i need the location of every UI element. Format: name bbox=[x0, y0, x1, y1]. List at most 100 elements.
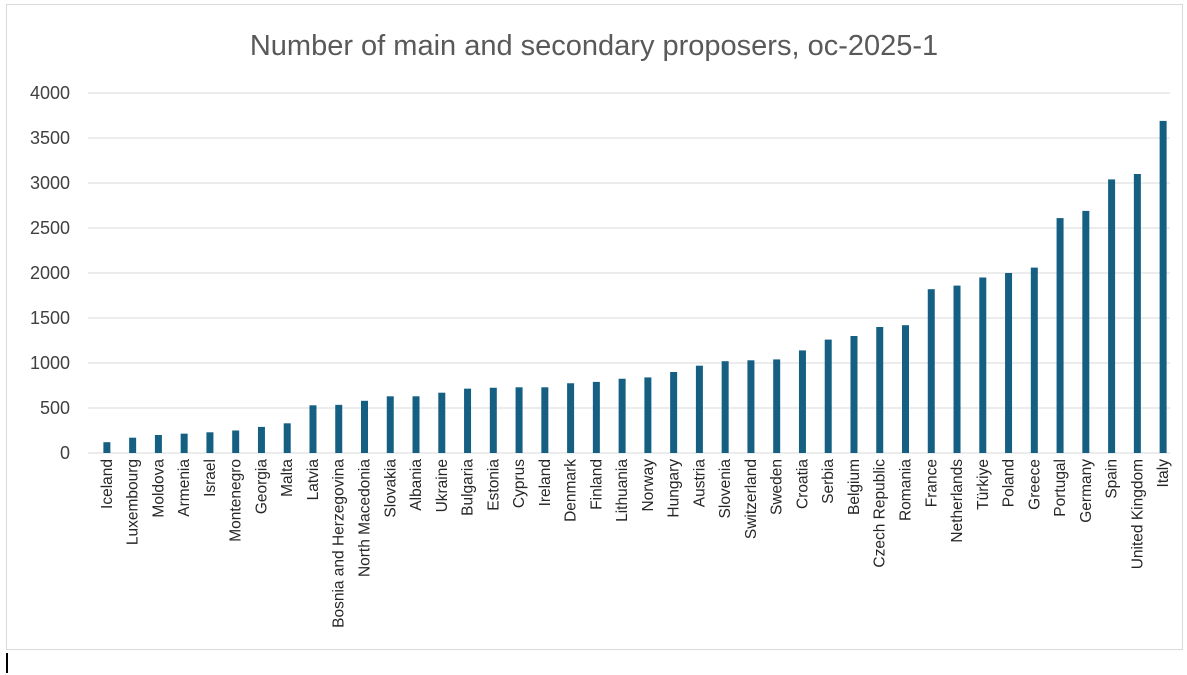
x-tick-label: Ukraine bbox=[434, 459, 451, 512]
bar bbox=[773, 359, 781, 453]
bar bbox=[335, 404, 343, 453]
bar bbox=[1056, 218, 1064, 453]
bar bbox=[747, 360, 755, 453]
x-tick-label: Italy bbox=[1155, 459, 1172, 488]
x-tick-label: Spain bbox=[1104, 459, 1121, 499]
x-tick-label: Netherlands bbox=[949, 459, 966, 543]
x-tick-label: Romania bbox=[898, 459, 915, 521]
x-tick-label: Ireland bbox=[537, 459, 554, 506]
bar bbox=[695, 365, 703, 453]
bar bbox=[1030, 267, 1038, 453]
y-tick-label: 4000 bbox=[30, 83, 70, 103]
x-tick-label: Czech Republic bbox=[872, 459, 889, 568]
y-tick-label: 3500 bbox=[30, 128, 70, 148]
bar bbox=[180, 433, 188, 453]
bar bbox=[953, 285, 961, 453]
bar bbox=[876, 327, 884, 453]
bars bbox=[103, 120, 1167, 454]
x-tick-label: Bosnia and Herzegovina bbox=[331, 459, 348, 628]
x-tick-label: Bulgaria bbox=[460, 459, 477, 516]
bar bbox=[489, 387, 497, 453]
x-tick-label: Serbia bbox=[820, 459, 837, 504]
bar bbox=[206, 432, 214, 453]
x-tick-label: Slovakia bbox=[382, 459, 399, 518]
y-tick-label: 2000 bbox=[30, 263, 70, 283]
x-tick-label: North Macedonia bbox=[357, 459, 374, 577]
bar bbox=[154, 435, 162, 453]
y-tick-label: 2500 bbox=[30, 218, 70, 238]
x-tick-label: Malta bbox=[279, 459, 296, 497]
y-tick-label: 1500 bbox=[30, 308, 70, 328]
bar bbox=[618, 378, 626, 453]
bar bbox=[1082, 210, 1090, 453]
bar bbox=[283, 423, 291, 453]
bar bbox=[927, 289, 935, 453]
x-tick-label: Denmark bbox=[563, 459, 580, 522]
bar bbox=[386, 396, 394, 453]
y-tick-label: 500 bbox=[40, 398, 70, 418]
x-tick-label: Greece bbox=[1026, 459, 1043, 510]
x-tick-label: Iceland bbox=[99, 459, 116, 509]
bar bbox=[129, 437, 137, 453]
x-tick-label: Estonia bbox=[485, 459, 502, 511]
x-tick-label: Belgium bbox=[846, 459, 863, 515]
bar bbox=[361, 400, 368, 453]
x-tick-label: Türkiye bbox=[975, 459, 992, 510]
bar bbox=[1108, 179, 1116, 453]
x-axis-labels: Iceland Luxembourg Moldova Armenia Israel Mon… bbox=[99, 459, 1172, 628]
x-tick-label: Montenegro bbox=[228, 459, 245, 542]
x-tick-label: Latvia bbox=[305, 459, 322, 501]
bar bbox=[644, 377, 652, 453]
y-tick-label: 3000 bbox=[30, 173, 70, 193]
x-tick-label: Austria bbox=[691, 459, 708, 508]
x-tick-label: Israel bbox=[202, 459, 219, 497]
x-tick-label: Lithuania bbox=[614, 459, 631, 522]
bar bbox=[1133, 174, 1141, 453]
bar bbox=[1159, 120, 1167, 454]
x-tick-label: United Kingdom bbox=[1129, 459, 1146, 569]
y-axis-ticks: 0 500 1000 1500 2000 2500 3000 3500 4000 bbox=[30, 83, 70, 463]
gridlines bbox=[88, 92, 1170, 454]
bar bbox=[412, 396, 420, 453]
x-tick-label: Germany bbox=[1078, 459, 1095, 523]
x-tick-label: Albania bbox=[408, 459, 425, 511]
chart-title: Number of main and secondary proposers, … bbox=[250, 30, 938, 62]
x-tick-label: Moldova bbox=[150, 459, 167, 518]
x-tick-label: Portugal bbox=[1052, 459, 1069, 517]
x-tick-label: Luxembourg bbox=[125, 459, 142, 545]
bar bbox=[567, 383, 575, 453]
x-tick-label: Hungary bbox=[666, 459, 683, 518]
x-tick-label: Slovenia bbox=[717, 459, 734, 519]
x-tick-label: Poland bbox=[1001, 459, 1018, 507]
chart-frame bbox=[6, 4, 1183, 650]
bar bbox=[232, 430, 240, 453]
x-tick-label: Croatia bbox=[794, 459, 811, 509]
bar bbox=[721, 361, 729, 453]
bar bbox=[464, 388, 472, 453]
y-tick-label: 0 bbox=[60, 443, 70, 463]
x-tick-label: France bbox=[923, 459, 940, 507]
y-tick-label: 1000 bbox=[30, 353, 70, 373]
bar bbox=[515, 387, 523, 453]
x-tick-label: Sweden bbox=[769, 459, 786, 515]
x-tick-label: Switzerland bbox=[743, 459, 760, 539]
bar bbox=[850, 336, 858, 453]
x-tick-label: Norway bbox=[640, 459, 657, 512]
x-tick-label: Cyprus bbox=[511, 459, 528, 508]
bar bbox=[257, 426, 265, 453]
x-tick-label: Armenia bbox=[176, 459, 193, 517]
x-tick-label: Georgia bbox=[253, 459, 270, 515]
bar bbox=[670, 372, 678, 453]
bar bbox=[902, 325, 909, 453]
bar bbox=[979, 277, 987, 453]
bar bbox=[541, 387, 549, 453]
bar bbox=[592, 381, 600, 453]
x-tick-label: Finland bbox=[588, 459, 605, 510]
bar bbox=[824, 339, 832, 453]
bar bbox=[309, 405, 317, 453]
bar bbox=[103, 442, 111, 453]
text-cursor bbox=[6, 653, 8, 673]
bar bbox=[1005, 273, 1013, 453]
bar bbox=[798, 350, 806, 453]
